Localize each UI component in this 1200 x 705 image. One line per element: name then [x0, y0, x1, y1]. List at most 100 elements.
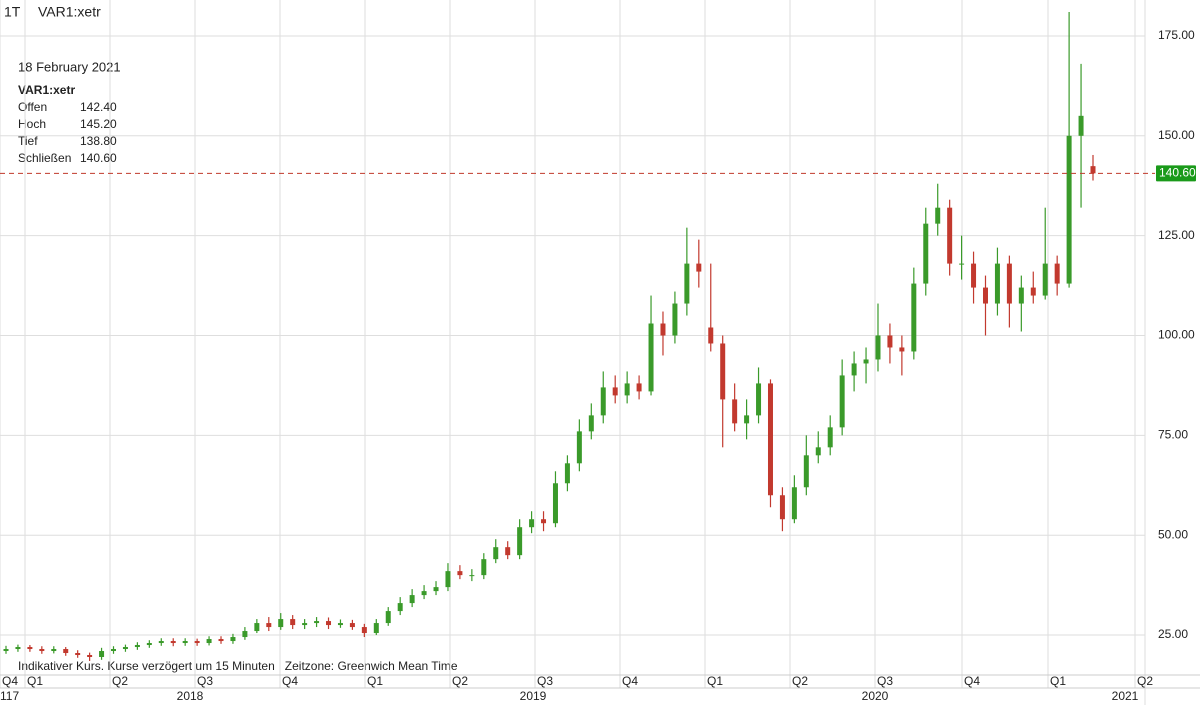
info-value: 138.80 [80, 134, 117, 148]
candle-body [971, 263, 977, 288]
candle-body [923, 223, 929, 284]
y-tick-label: 175.00 [1158, 28, 1195, 42]
candle-body [326, 621, 332, 626]
candle-body [397, 603, 403, 612]
info-label: Schließen [18, 151, 71, 165]
x-quarter-label: Q4 [622, 674, 638, 688]
candle-body [385, 611, 391, 624]
candle-body [337, 623, 343, 626]
candle-body [421, 591, 427, 596]
candle-body [194, 641, 200, 644]
candle-body [218, 639, 224, 642]
x-year-label: 2021 [1112, 689, 1139, 703]
last-price-label: 140.60 [1159, 166, 1196, 180]
y-tick-label: 125.00 [1158, 228, 1195, 242]
info-label: Tief [18, 134, 38, 148]
info-value: 142.40 [80, 100, 117, 114]
candle-body [445, 571, 451, 588]
info-value: 140.60 [80, 151, 117, 165]
candle-body [242, 631, 248, 638]
candle-body [756, 383, 762, 416]
candle-body [182, 641, 188, 644]
candle-body [290, 619, 296, 626]
candle-body [552, 483, 558, 524]
candle-body [87, 655, 93, 658]
candle-body [39, 649, 45, 652]
candle-body [624, 383, 630, 396]
candle-body [27, 647, 33, 650]
candle-body [1018, 287, 1024, 304]
candle-body [696, 263, 702, 272]
candle-body [1042, 263, 1048, 296]
x-quarter-label: Q3 [197, 674, 213, 688]
candle-body [3, 649, 9, 652]
y-tick-label: 25.00 [1158, 627, 1188, 641]
x-quarter-label: Q2 [792, 674, 808, 688]
last-price-box [1156, 165, 1196, 182]
interval: 1T [4, 4, 21, 20]
candle-body [564, 463, 570, 484]
candle-body [708, 327, 714, 344]
candle-body [648, 323, 654, 392]
candle-body [457, 571, 463, 576]
candle-body [170, 641, 176, 644]
candle-body [254, 623, 260, 632]
candle-body [469, 575, 475, 577]
candle-body [99, 651, 105, 658]
candle-body [1090, 166, 1096, 174]
candle-body [911, 283, 917, 352]
candle-body [409, 595, 415, 604]
candle-body [899, 347, 905, 352]
x-quarter-label: Q1 [1050, 674, 1066, 688]
candle-body [720, 343, 726, 400]
x-quarter-label: Q1 [367, 674, 383, 688]
candle-body [63, 649, 69, 654]
candle-body [803, 455, 809, 488]
candle-body [206, 639, 212, 644]
candle-body [1006, 263, 1012, 304]
candle-body [576, 431, 582, 464]
candle-body [684, 263, 690, 304]
candle-body [302, 623, 308, 626]
candle-body [278, 619, 284, 628]
candle-body [660, 323, 666, 336]
candle-body [588, 415, 594, 432]
x-year-label: 2020 [862, 689, 889, 703]
info-date: 18 February 2021 [18, 59, 121, 74]
x-quarter-label: Q2 [112, 674, 128, 688]
y-tick-label: 50.00 [1158, 527, 1188, 541]
candle-body [111, 649, 117, 652]
candle-body [158, 641, 164, 644]
candle-body [349, 623, 355, 628]
candle-body [541, 519, 547, 524]
y-tick-label: 100.00 [1158, 328, 1195, 342]
candle-body [994, 263, 1000, 304]
candle-body [935, 207, 941, 224]
info-symbol: VAR1:xetr [18, 83, 75, 97]
candle-body [146, 643, 152, 646]
candle-body [481, 559, 487, 576]
y-tick-label: 75.00 [1158, 428, 1188, 442]
candle-body [863, 359, 869, 364]
candle-body [767, 383, 773, 496]
candle-body [887, 335, 893, 348]
candle-body [612, 387, 618, 396]
candle-body [1054, 263, 1060, 284]
candle-body [361, 627, 367, 634]
candle-body [230, 637, 236, 642]
info-box: 18 February 2021 VAR1:xetr [18, 59, 121, 97]
candle-body [373, 623, 379, 634]
candle-body [982, 287, 988, 304]
x-quarter-label: Q4 [964, 674, 980, 688]
candle-body [875, 335, 881, 360]
candle-body [779, 495, 785, 520]
candle-body [636, 383, 642, 392]
candle-body [851, 363, 857, 376]
info-label: Offen [18, 100, 47, 114]
x-quarter-label: Q1 [27, 674, 43, 688]
candle-body [1066, 135, 1072, 284]
x-quarter-label: Q3 [877, 674, 893, 688]
candle-body [600, 387, 606, 416]
x-year-label: 117 [0, 689, 19, 703]
